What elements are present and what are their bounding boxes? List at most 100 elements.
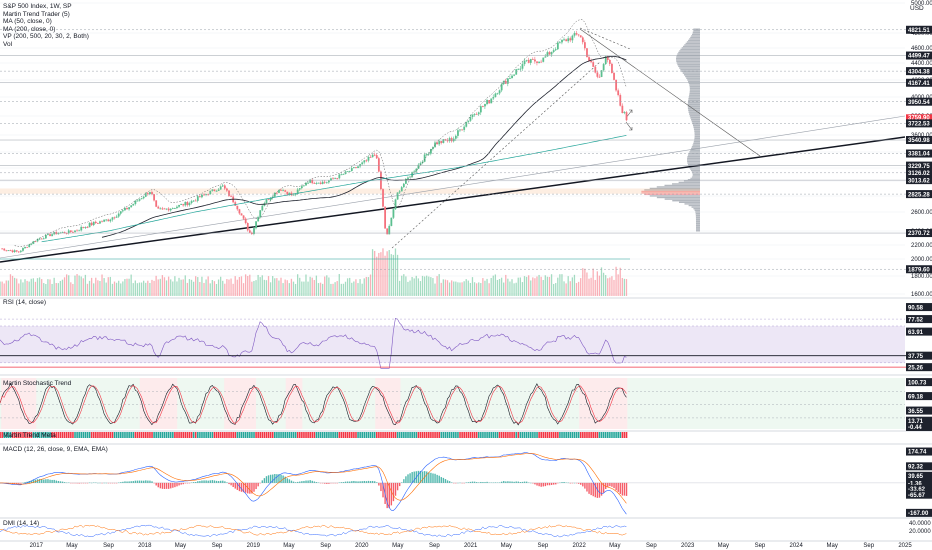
candle-body [602, 64, 605, 71]
vp-bin [695, 216, 700, 219]
macd-tag: -33.62 [906, 484, 932, 493]
price-tag-text: 3013.62 [908, 178, 930, 184]
vp-bin [688, 152, 700, 155]
macd-hist [311, 480, 313, 483]
meta-bar [228, 432, 230, 438]
candle-body [348, 171, 351, 172]
macd-hist [32, 479, 35, 483]
volume-bar [396, 254, 399, 296]
meta-bar [267, 432, 270, 438]
price-tag-bg [906, 471, 932, 480]
candle-body [369, 156, 372, 158]
volume-bar [167, 276, 170, 296]
macd-hist [182, 482, 184, 485]
symbol-title[interactable]: S&P 500 Index, 1W, SP [3, 3, 72, 10]
volume-bar [195, 276, 197, 296]
price-axis[interactable]: 1600.001800.002000.002200.002400.002600.… [906, 1, 932, 535]
meta-bar [527, 432, 530, 438]
vp-bin [695, 226, 700, 228]
meta-bar [78, 432, 80, 438]
vp-bin [687, 157, 700, 159]
candle-body [94, 221, 97, 224]
rsi-band [0, 326, 905, 363]
meta-bar [565, 432, 567, 438]
macd-hist [215, 480, 218, 483]
meta-bar [403, 432, 405, 438]
macd-hist [550, 482, 553, 485]
dmi-legend[interactable]: DMI (14, 14) [3, 520, 40, 527]
candle-body [101, 221, 103, 223]
price-tag-text: 69.18 [908, 394, 924, 400]
meta-legend[interactable]: Martin Trend Meta [3, 432, 56, 439]
vp-bin [687, 179, 700, 181]
candle-body [146, 193, 149, 195]
meta-bar [540, 432, 542, 438]
vp-bin [676, 62, 700, 64]
time-axis[interactable]: 2017 May Sep 2018 May Sep 2019 May Sep 2020 May Sep… [30, 543, 913, 549]
meta-bar [357, 432, 359, 438]
volume-bar [338, 274, 340, 296]
meta-bar [546, 432, 549, 438]
meta-bar [321, 432, 324, 438]
meta-bar [182, 432, 185, 438]
candle-body [15, 250, 18, 252]
candle-body [180, 204, 183, 205]
trendlines[interactable] [0, 27, 906, 263]
stoch-tag: 100.73 [906, 378, 932, 386]
volume-bar [267, 276, 270, 296]
meta-bar [475, 432, 478, 438]
meta-bar [32, 432, 35, 438]
macd-legend[interactable]: MACD (12, 26, close, 9, EMA, EMA) [3, 446, 108, 453]
price-tag: 3540.98 [906, 136, 932, 144]
candle-body [511, 75, 513, 79]
price-tag-bg [906, 161, 932, 170]
meta-bar [142, 432, 145, 438]
legend-martin-trend[interactable]: Martin Trend Trader (5) [3, 10, 70, 18]
meta-bar [502, 432, 505, 438]
candle-body [575, 33, 578, 35]
volume-bar [101, 274, 103, 296]
vp-bin [644, 189, 700, 191]
candle-body [113, 217, 116, 219]
stoch-legend[interactable]: Martin Stochastic Trend [3, 380, 72, 387]
meta-bar [452, 432, 455, 438]
candle-body [608, 59, 611, 64]
volume-bar [423, 276, 426, 296]
meta-bar [197, 432, 199, 438]
legend-volume[interactable]: Vol [3, 40, 13, 48]
macd-hist [584, 482, 586, 489]
volume-bar [478, 282, 480, 296]
macd-hist [130, 481, 132, 483]
macd-hist [267, 475, 270, 483]
macd-hist [361, 481, 363, 483]
legend-volume-profile[interactable]: VP (200, 500, 20, 30, 2, Both) [3, 33, 89, 41]
vp-bin [695, 212, 700, 215]
volume-bar [249, 274, 251, 296]
candle-body [236, 205, 239, 210]
candle-body [165, 208, 168, 210]
rsi-legend[interactable]: RSI (14, close) [3, 299, 46, 306]
candle-body [163, 208, 166, 210]
price-tag-bg [906, 484, 932, 493]
legend-ma50[interactable]: MA (50, close, 0) [3, 18, 52, 26]
rsi-tag: 90.58 [906, 303, 932, 311]
horizontal-levels[interactable] [0, 29, 906, 270]
legend-ma200[interactable]: MA (200, close, 0) [3, 25, 56, 33]
macd-hist [480, 481, 482, 483]
candle-body [311, 179, 314, 184]
volume-bar [463, 281, 465, 296]
macd-hist [315, 482, 318, 483]
volume-bar [334, 282, 336, 296]
volume-bar [409, 280, 411, 296]
vp-bin [689, 113, 700, 115]
meta-bar [130, 432, 133, 438]
pane-dividers[interactable] [0, 297, 932, 542]
macd-hist [257, 482, 259, 487]
meta-bar [15, 432, 18, 438]
macd-hist [344, 481, 347, 483]
candle-body [11, 250, 14, 253]
candle-body [373, 154, 376, 156]
candle-body [117, 213, 120, 217]
macd-hist [278, 474, 280, 483]
